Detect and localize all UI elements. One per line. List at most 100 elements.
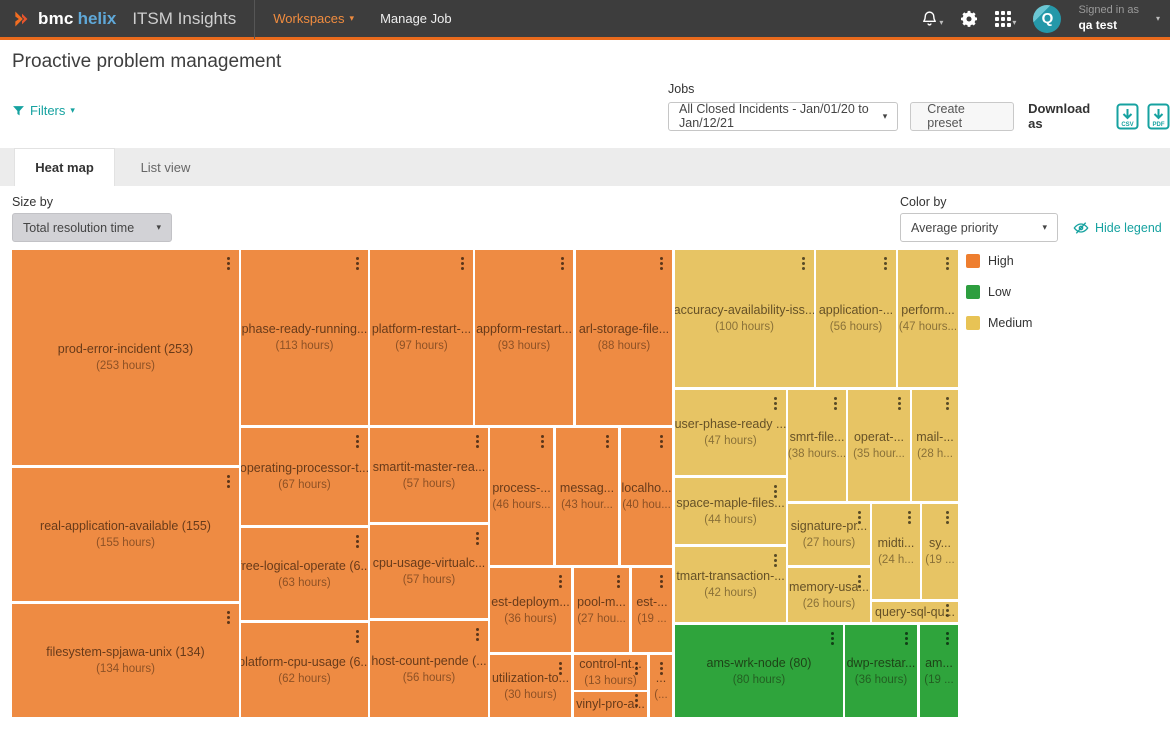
kebab-menu-icon[interactable] bbox=[802, 257, 805, 270]
treemap-tile[interactable]: midti... (24 h... bbox=[872, 504, 920, 599]
kebab-menu-icon[interactable] bbox=[476, 435, 479, 448]
treemap-tile[interactable]: memory-usa... (26 hours) bbox=[788, 568, 870, 622]
treemap-tile[interactable]: host-count-pende (... (56 hours) bbox=[370, 621, 488, 717]
kebab-menu-icon[interactable] bbox=[561, 257, 564, 270]
kebab-menu-icon[interactable] bbox=[227, 475, 230, 488]
treemap-tile[interactable]: platform-restart-... (97 hours) bbox=[370, 250, 473, 425]
kebab-menu-icon[interactable] bbox=[356, 257, 359, 270]
tab-list-view[interactable]: List view bbox=[140, 159, 191, 175]
kebab-menu-icon[interactable] bbox=[476, 628, 479, 641]
settings-button[interactable] bbox=[960, 10, 978, 28]
kebab-menu-icon[interactable] bbox=[476, 532, 479, 545]
size-by-select[interactable]: Total resolution time ▾ bbox=[12, 213, 172, 242]
tile-label: est-deploym... bbox=[491, 594, 570, 609]
kebab-menu-icon[interactable] bbox=[559, 662, 562, 675]
treemap-tile[interactable]: est-deploym... (36 hours) bbox=[490, 568, 571, 652]
treemap-tile[interactable]: utilization-to... (30 hours) bbox=[490, 655, 571, 717]
kebab-menu-icon[interactable] bbox=[227, 611, 230, 624]
treemap-tile[interactable]: pool-m... (27 hou... bbox=[574, 568, 629, 652]
treemap-tile[interactable]: am... (19 ... bbox=[920, 625, 958, 717]
treemap-tile[interactable]: phase-ready-running... (113 hours) bbox=[241, 250, 368, 425]
treemap-tile[interactable]: perform... (47 hours... bbox=[898, 250, 958, 387]
treemap-tile[interactable]: signature-pr... (27 hours) bbox=[788, 504, 870, 565]
kebab-menu-icon[interactable] bbox=[660, 257, 663, 270]
header-nav: Workspaces ▾ Manage Job bbox=[255, 11, 451, 26]
treemap-tile[interactable]: ams-wrk-node (80) (80 hours) bbox=[675, 625, 843, 717]
kebab-menu-icon[interactable] bbox=[858, 575, 861, 588]
kebab-menu-icon[interactable] bbox=[774, 554, 777, 567]
kebab-menu-icon[interactable] bbox=[461, 257, 464, 270]
kebab-menu-icon[interactable] bbox=[774, 397, 777, 410]
kebab-menu-icon[interactable] bbox=[884, 257, 887, 270]
color-by-select[interactable]: Average priority ▾ bbox=[900, 213, 1058, 242]
treemap-tile[interactable]: prod-error-incident (253) (253 hours) bbox=[12, 250, 239, 465]
kebab-menu-icon[interactable] bbox=[946, 604, 949, 617]
kebab-menu-icon[interactable] bbox=[834, 397, 837, 410]
kebab-menu-icon[interactable] bbox=[559, 575, 562, 588]
kebab-menu-icon[interactable] bbox=[356, 535, 359, 548]
treemap-tile[interactable]: process-... (46 hours... bbox=[490, 428, 553, 565]
kebab-menu-icon[interactable] bbox=[356, 630, 359, 643]
kebab-menu-icon[interactable] bbox=[831, 632, 834, 645]
kebab-menu-icon[interactable] bbox=[660, 662, 663, 675]
download-pdf-icon[interactable]: PDF bbox=[1147, 103, 1170, 130]
kebab-menu-icon[interactable] bbox=[617, 575, 620, 588]
treemap-tile[interactable]: localho... (40 hou... bbox=[621, 428, 672, 565]
treemap-tile[interactable]: smartit-master-rea... (57 hours) bbox=[370, 428, 488, 522]
treemap-tile[interactable]: space-maple-files... (44 hours) bbox=[675, 478, 786, 544]
kebab-menu-icon[interactable] bbox=[227, 257, 230, 270]
kebab-menu-icon[interactable] bbox=[541, 435, 544, 448]
kebab-menu-icon[interactable] bbox=[635, 662, 638, 675]
treemap-tile[interactable]: est-... (19 ... bbox=[632, 568, 672, 652]
treemap-tile[interactable]: arl-storage-file... (88 hours) bbox=[576, 250, 672, 425]
treemap-tile[interactable]: dwp-restar... (36 hours) bbox=[845, 625, 917, 717]
kebab-menu-icon[interactable] bbox=[858, 511, 861, 524]
kebab-menu-icon[interactable] bbox=[908, 511, 911, 524]
tab-heat-map[interactable]: Heat map bbox=[14, 148, 115, 186]
treemap-tile[interactable]: real-application-available (155) (155 hou… bbox=[12, 468, 239, 601]
jobs-select[interactable]: All Closed Incidents - Jan/01/20 to Jan/… bbox=[668, 101, 899, 131]
treemap-tile[interactable]: control-nt... (13 hours) bbox=[574, 655, 647, 690]
treemap-tile[interactable]: accuracy-availability-iss... (100 hours) bbox=[675, 250, 814, 387]
treemap-tile[interactable]: smrt-file... (38 hours... bbox=[788, 390, 846, 501]
kebab-menu-icon[interactable] bbox=[660, 435, 663, 448]
kebab-menu-icon[interactable] bbox=[946, 397, 949, 410]
create-preset-button[interactable]: Create preset bbox=[910, 101, 1015, 131]
kebab-menu-icon[interactable] bbox=[356, 435, 359, 448]
notifications-button[interactable]: ▾ bbox=[921, 10, 943, 27]
kebab-menu-icon[interactable] bbox=[774, 485, 777, 498]
kebab-menu-icon[interactable] bbox=[606, 435, 609, 448]
treemap-tile[interactable]: query-sql-qu... bbox=[872, 602, 958, 622]
treemap-tile[interactable]: cpu-usage-virtualc... (57 hours) bbox=[370, 525, 488, 618]
treemap-tile[interactable]: platform-cpu-usage (6... (62 hours) bbox=[241, 623, 368, 717]
treemap-tile[interactable]: operat-... (35 hour... bbox=[848, 390, 910, 501]
kebab-menu-icon[interactable] bbox=[898, 397, 901, 410]
kebab-menu-icon[interactable] bbox=[660, 575, 663, 588]
nav-manage-job[interactable]: Manage Job bbox=[380, 11, 452, 26]
treemap-tile[interactable]: tmart-transaction-... (42 hours) bbox=[675, 547, 786, 622]
kebab-menu-icon[interactable] bbox=[905, 632, 908, 645]
treemap-tile[interactable]: filesystem-spjawa-unix (134) (134 hours) bbox=[12, 604, 239, 717]
treemap-tile[interactable]: mail-... (28 h... bbox=[912, 390, 958, 501]
treemap-tile[interactable]: application-... (56 hours) bbox=[816, 250, 896, 387]
filters-button[interactable]: Filters ▾ bbox=[12, 103, 75, 118]
treemap-tile[interactable]: ... (... bbox=[650, 655, 672, 717]
treemap-tile[interactable]: vinyl-pro-a... bbox=[574, 692, 647, 717]
app-launcher-button[interactable]: ▾ bbox=[995, 10, 1016, 27]
treemap-tile[interactable]: appform-restart... (93 hours) bbox=[475, 250, 573, 425]
download-csv-icon[interactable]: CSV bbox=[1116, 103, 1139, 130]
treemap-tile[interactable]: free-logical-operate (6... (63 hours) bbox=[241, 528, 368, 620]
treemap-tile[interactable]: operating-processor-t... (67 hours) bbox=[241, 428, 368, 525]
treemap-tile[interactable]: user-phase-ready ... (47 hours) bbox=[675, 390, 786, 475]
treemap-tile[interactable]: messag... (43 hour... bbox=[556, 428, 618, 565]
kebab-menu-icon[interactable] bbox=[946, 632, 949, 645]
treemap-tile[interactable]: sy... (19 ... bbox=[922, 504, 958, 599]
kebab-menu-icon[interactable] bbox=[946, 257, 949, 270]
nav-workspaces[interactable]: Workspaces ▾ bbox=[273, 11, 354, 26]
avatar[interactable]: Q bbox=[1033, 4, 1062, 33]
kebab-menu-icon[interactable] bbox=[946, 511, 949, 524]
user-menu-chevron-icon[interactable]: ▾ bbox=[1155, 14, 1160, 23]
kebab-menu-icon[interactable] bbox=[635, 694, 638, 707]
hide-legend-button[interactable]: Hide legend bbox=[1073, 220, 1162, 236]
